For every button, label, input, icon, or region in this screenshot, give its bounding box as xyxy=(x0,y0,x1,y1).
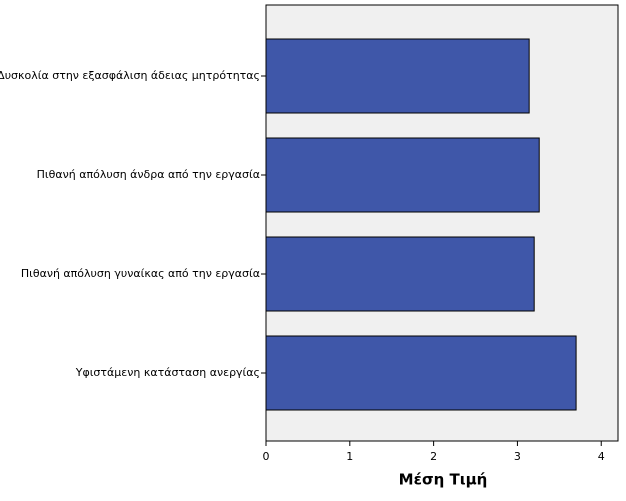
x-tick-label: 3 xyxy=(514,450,521,463)
y-tick-label: Δυσκολία στην εξασφάλιση άδειας μητρότητ… xyxy=(0,69,260,82)
bar xyxy=(265,137,540,213)
x-tick-label: 4 xyxy=(598,450,605,463)
y-tick-label: Πιθανή απόλυση γυναίκας από την εργασία xyxy=(21,267,260,280)
x-axis-title: Μέση Τιμή xyxy=(399,471,488,489)
bar xyxy=(265,335,577,411)
y-tick-label: Πιθανή απόλυση άνδρα από την εργασία xyxy=(37,168,260,181)
bar xyxy=(265,236,535,312)
bar xyxy=(265,38,530,114)
x-tick-label: 2 xyxy=(430,450,437,463)
y-tick-label: Υφιστάμενη κατάσταση ανεργίας xyxy=(75,366,260,379)
x-tick-label: 0 xyxy=(263,450,270,463)
x-tick-label: 1 xyxy=(346,450,353,463)
